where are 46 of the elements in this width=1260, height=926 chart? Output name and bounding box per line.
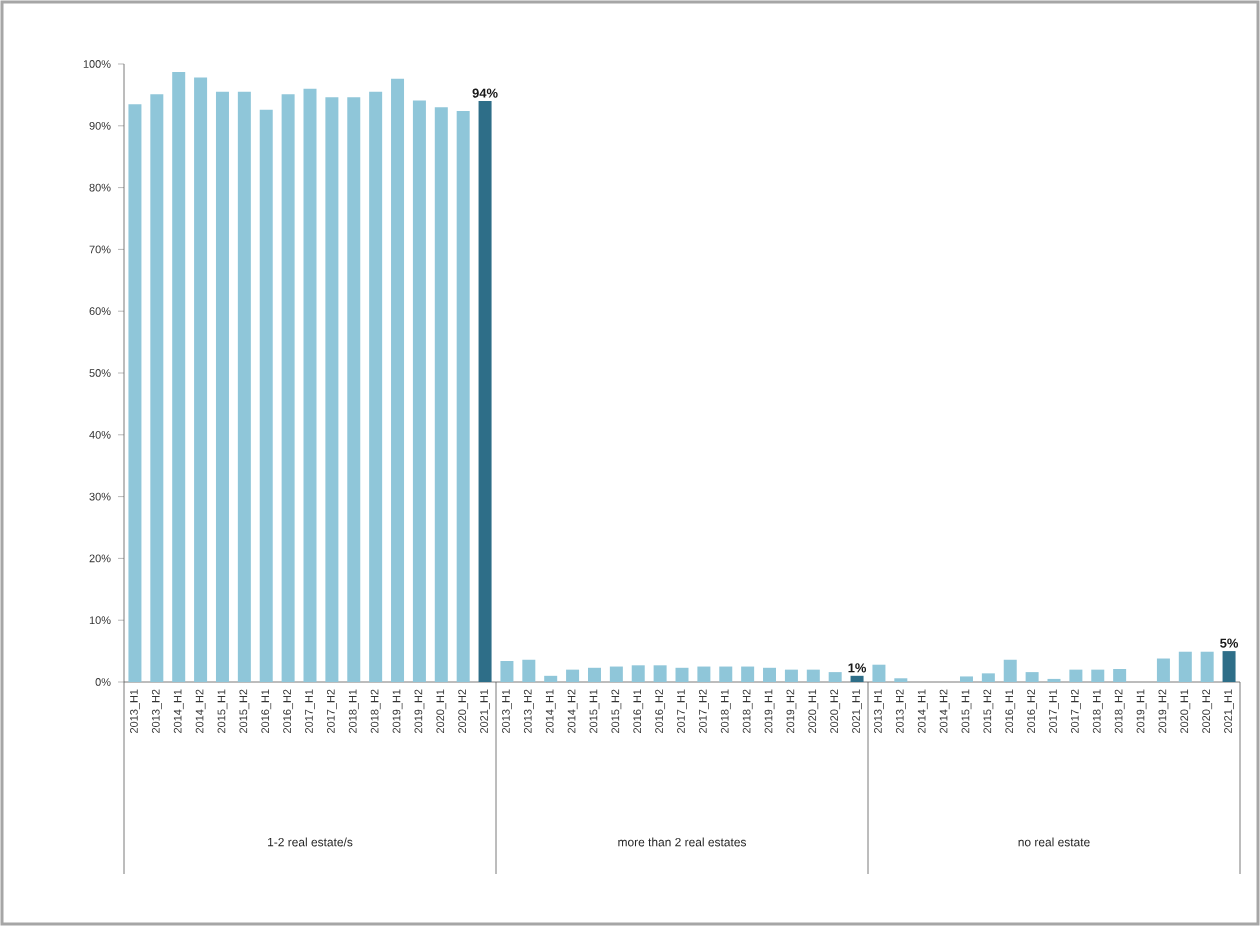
bar — [828, 672, 842, 682]
bar — [194, 77, 208, 682]
bar — [697, 666, 711, 682]
bar — [281, 94, 295, 682]
bar — [369, 91, 383, 682]
bar — [1178, 651, 1192, 682]
bar — [259, 109, 273, 682]
bar — [347, 97, 361, 682]
bar — [741, 666, 755, 682]
bar — [303, 88, 317, 682]
bar — [959, 676, 973, 682]
bar — [850, 675, 864, 682]
bar — [237, 91, 251, 682]
bar — [587, 667, 601, 682]
bar — [1003, 659, 1017, 682]
bar — [412, 100, 426, 682]
bar — [544, 675, 558, 682]
bar — [325, 97, 339, 682]
bar — [434, 107, 448, 682]
bar — [653, 665, 667, 682]
bar — [566, 669, 580, 682]
bar — [806, 669, 820, 682]
bar — [872, 664, 886, 682]
bar — [215, 91, 229, 682]
bar — [150, 94, 164, 682]
bar — [500, 660, 514, 682]
bar — [763, 667, 777, 682]
bar — [478, 101, 492, 682]
bar — [981, 673, 995, 682]
bar — [719, 666, 733, 682]
bar — [784, 669, 798, 682]
bar — [1069, 669, 1083, 682]
bar — [675, 667, 689, 682]
bar — [631, 665, 645, 682]
bar — [391, 78, 405, 682]
bar — [1200, 651, 1214, 682]
bar — [1091, 669, 1105, 682]
bar — [172, 72, 186, 682]
bar — [1222, 651, 1236, 682]
bar — [128, 104, 142, 682]
bar — [1025, 672, 1039, 682]
bar — [1156, 658, 1170, 682]
bar — [609, 666, 623, 682]
bar — [456, 110, 470, 682]
bar — [1113, 669, 1127, 682]
bar — [522, 659, 536, 682]
